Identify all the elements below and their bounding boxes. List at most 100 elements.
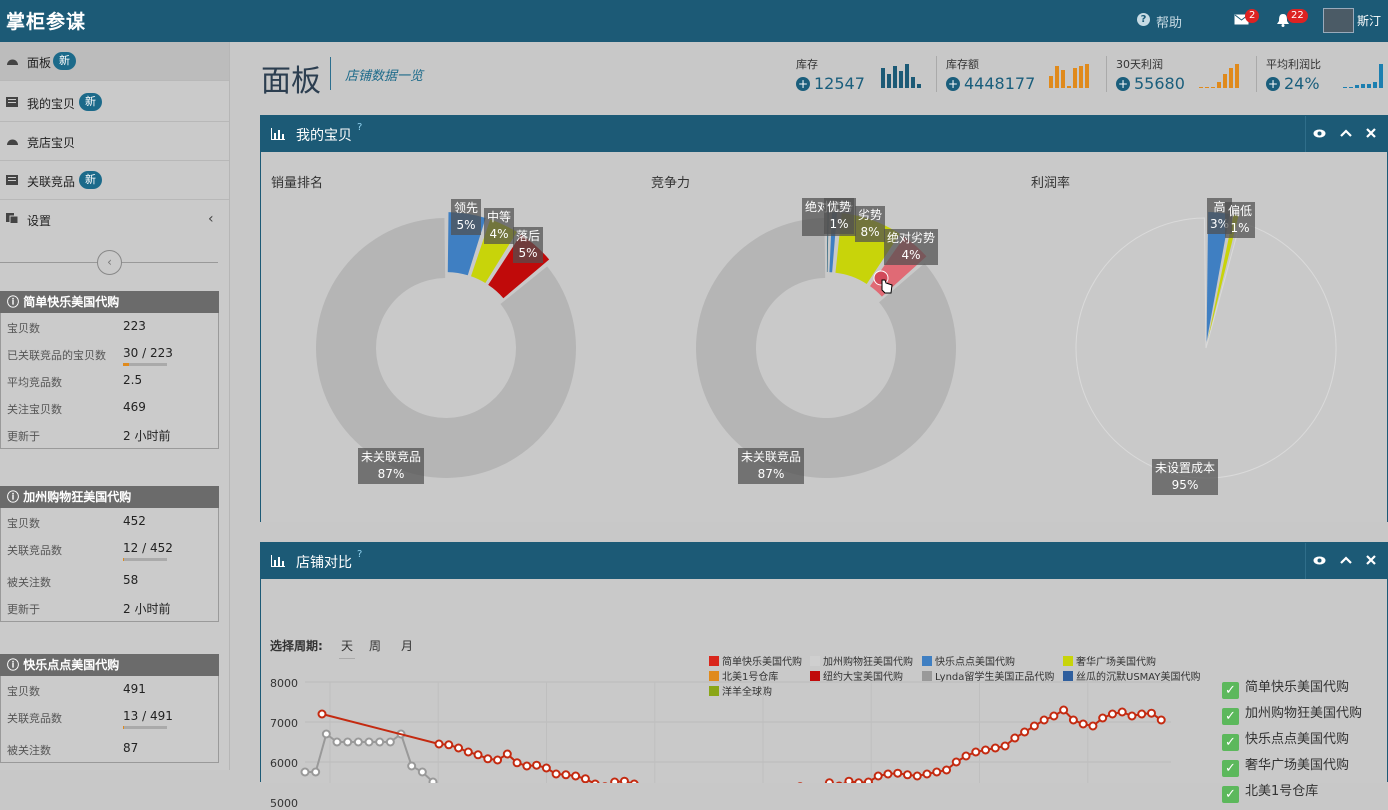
legend-item[interactable]: 快乐点点美国代购	[922, 653, 1015, 668]
data-point[interactable]	[321, 729, 331, 739]
data-point[interactable]	[332, 737, 342, 747]
data-point[interactable]	[1010, 733, 1020, 743]
data-point[interactable]	[473, 750, 483, 760]
data-point[interactable]	[1146, 708, 1156, 718]
data-point[interactable]	[428, 777, 438, 784]
chevron-up-icon[interactable]	[1340, 555, 1352, 564]
pie-slice[interactable]	[316, 218, 576, 478]
chevron-left-icon[interactable]: ‹	[208, 211, 214, 227]
data-point[interactable]	[317, 709, 327, 719]
data-point[interactable]	[1117, 707, 1127, 717]
data-point[interactable]	[1049, 711, 1059, 721]
pie-slice[interactable]	[1207, 214, 1239, 343]
data-point[interactable]	[1088, 721, 1098, 731]
data-point[interactable]	[981, 745, 991, 755]
avatar[interactable]	[1323, 8, 1354, 33]
data-point[interactable]	[493, 755, 503, 765]
close-icon[interactable]	[1366, 128, 1376, 138]
legend-item[interactable]: 洋羊全球购	[709, 683, 772, 698]
user-menu[interactable]: 斯汀	[1357, 14, 1382, 28]
data-point[interactable]	[1127, 711, 1137, 721]
data-point[interactable]	[1156, 715, 1166, 725]
legend-item[interactable]: 丝瓜的沉默USMAY美国代购	[1063, 668, 1200, 683]
data-point[interactable]	[1137, 709, 1147, 719]
legend-item[interactable]: 奢华广场美国代购	[1063, 653, 1156, 668]
pie-slice[interactable]	[1206, 212, 1230, 343]
help-icon[interactable]: ?	[357, 122, 363, 133]
help-icon[interactable]: ?	[1137, 13, 1150, 26]
data-point[interactable]	[824, 778, 834, 783]
data-point[interactable]	[353, 737, 363, 747]
data-point[interactable]	[385, 737, 395, 747]
data-point[interactable]	[1078, 719, 1088, 729]
data-point[interactable]	[502, 749, 512, 759]
chevron-up-icon[interactable]	[1340, 128, 1352, 137]
data-point[interactable]	[873, 771, 883, 781]
data-point[interactable]	[1029, 721, 1039, 731]
legend-item[interactable]: 加州购物狂美国代购	[810, 653, 913, 668]
data-point[interactable]	[1000, 741, 1010, 751]
sidebar-item-settings[interactable]: 设置 ‹	[0, 200, 229, 239]
legend-item[interactable]: Lynda留学生美国正品代购	[922, 668, 1054, 683]
data-point[interactable]	[580, 774, 590, 783]
data-point[interactable]	[375, 737, 385, 747]
data-point[interactable]	[912, 771, 922, 781]
shop-checkbox[interactable]: ✓ 奢华广场美国代购	[1222, 754, 1349, 777]
data-point[interactable]	[512, 758, 522, 768]
data-point[interactable]	[551, 769, 561, 779]
data-point[interactable]	[1020, 727, 1030, 737]
data-point[interactable]	[463, 747, 473, 757]
data-point[interactable]	[883, 769, 893, 779]
period-week[interactable]: 周	[369, 639, 382, 653]
sidebar-item-dashboard[interactable]: 面板 新	[0, 42, 229, 81]
pie-slice[interactable]	[696, 218, 957, 478]
data-point[interactable]	[1098, 713, 1108, 723]
data-point[interactable]	[922, 769, 932, 779]
data-point[interactable]	[902, 770, 912, 780]
data-point[interactable]	[444, 740, 454, 750]
close-icon[interactable]	[1366, 555, 1376, 565]
data-point[interactable]	[961, 751, 971, 761]
data-point[interactable]	[610, 777, 620, 784]
data-point[interactable]	[619, 776, 629, 783]
shop-checkbox[interactable]: ✓ 加州购物狂美国代购	[1222, 702, 1362, 725]
data-point[interactable]	[971, 747, 981, 757]
eye-icon[interactable]	[1313, 556, 1326, 565]
data-point[interactable]	[532, 760, 542, 770]
data-point[interactable]	[629, 779, 639, 784]
app-logo[interactable]: 掌柜参谋	[6, 11, 87, 33]
data-point[interactable]	[844, 776, 854, 783]
data-point[interactable]	[854, 778, 864, 783]
shop-checkbox[interactable]: ✓ 简单快乐美国代购	[1222, 676, 1349, 699]
data-point[interactable]	[1107, 709, 1117, 719]
data-point[interactable]	[942, 765, 952, 775]
shop-checkbox[interactable]: ✓ 北美1号仓库	[1222, 780, 1318, 803]
data-point[interactable]	[561, 770, 571, 780]
help-icon[interactable]: ?	[357, 549, 363, 560]
bell-icon[interactable]	[1276, 13, 1292, 27]
data-point[interactable]	[364, 737, 374, 747]
collapse-sidebar-button[interactable]: ‹	[97, 250, 122, 275]
data-point[interactable]	[1039, 715, 1049, 725]
data-point[interactable]	[863, 777, 873, 784]
data-point[interactable]	[951, 757, 961, 767]
data-point[interactable]	[483, 754, 493, 764]
data-point[interactable]	[407, 761, 417, 771]
data-point[interactable]	[1059, 705, 1069, 715]
help-link[interactable]: 帮助	[1156, 16, 1183, 31]
eye-icon[interactable]	[1313, 129, 1326, 138]
legend-item[interactable]: 纽约大宝美国代购	[810, 668, 903, 683]
period-month[interactable]: 月	[401, 639, 414, 653]
shop-checkbox[interactable]: ✓ 快乐点点美国代购	[1222, 728, 1349, 751]
data-point[interactable]	[590, 779, 600, 784]
data-point[interactable]	[990, 743, 1000, 753]
data-point[interactable]	[835, 781, 843, 784]
data-point[interactable]	[454, 743, 464, 753]
data-point[interactable]	[541, 763, 551, 773]
data-point[interactable]	[343, 737, 353, 747]
sidebar-item-my-products[interactable]: 我的宝贝 新	[0, 83, 229, 122]
period-day[interactable]: 天	[339, 637, 356, 659]
data-point[interactable]	[434, 739, 444, 749]
pie-slice[interactable]	[1075, 217, 1337, 479]
legend-item[interactable]: 北美1号仓库	[709, 668, 778, 683]
